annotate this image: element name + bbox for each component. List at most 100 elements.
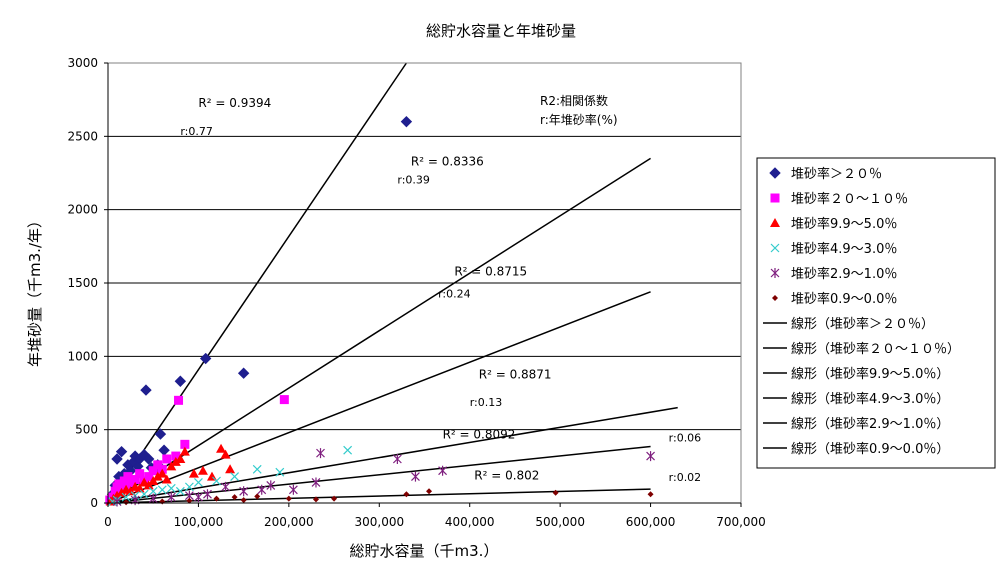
x-tick-label: 300,000 — [354, 515, 404, 529]
data-point — [142, 453, 155, 465]
series-1 — [106, 115, 413, 500]
legend-label: 堆砂率２０～１０％ — [791, 191, 908, 207]
data-point — [161, 474, 172, 484]
data-point — [184, 482, 194, 492]
legend-marker — [769, 167, 781, 179]
y-tick-label: 2500 — [67, 129, 98, 143]
data-point — [175, 454, 186, 463]
x-axis: 0 100,000 200,000 300,000 400,000 500,000 600,… — [104, 503, 766, 529]
data-point — [331, 495, 338, 502]
trendline — [107, 62, 408, 504]
data-point — [130, 475, 140, 485]
data-point — [252, 464, 262, 474]
data-point — [144, 472, 154, 482]
series-5 — [112, 448, 655, 507]
data-point — [285, 495, 292, 502]
data-point — [129, 450, 141, 462]
data-point — [194, 478, 203, 487]
data-point — [231, 494, 238, 501]
r-label: r:0.39 — [397, 173, 430, 186]
r2-label: R² = 0.802 — [474, 469, 539, 483]
data-point — [275, 467, 285, 477]
data-point — [158, 444, 170, 456]
r2-label: R² = 0.9394 — [198, 96, 271, 110]
data-point — [152, 471, 163, 481]
data-point — [254, 493, 261, 500]
r2-label: R² = 0.8092 — [443, 427, 516, 441]
data-point — [392, 454, 402, 464]
data-point — [230, 472, 240, 482]
data-point — [288, 484, 298, 495]
data-point — [121, 492, 131, 502]
data-point — [212, 476, 221, 486]
legend-label: 線形（堆砂率＞２０％） — [791, 316, 934, 332]
y-tick-label: 1500 — [67, 276, 98, 290]
data-point — [311, 477, 321, 488]
trendline — [107, 157, 651, 504]
data-point — [426, 488, 433, 495]
data-point — [126, 477, 136, 487]
data-point — [400, 115, 413, 128]
data-point — [175, 486, 185, 496]
data-point — [135, 469, 145, 479]
x-tick-label: 500,000 — [535, 515, 585, 529]
r2-label: R² = 0.8715 — [454, 265, 527, 279]
data-point — [174, 395, 184, 405]
legend: 堆砂率＞２０％ 堆砂率２０～１０％ 堆砂率9.9～5.0％ 堆砂率4.9～3.0％ 堆砂… — [756, 157, 996, 469]
data-point — [312, 496, 319, 503]
data-point — [162, 454, 172, 464]
data-point — [148, 493, 158, 504]
y-tick-label: 2000 — [67, 203, 98, 217]
x-tick-label: 0 — [104, 515, 112, 529]
legend-marker — [770, 218, 780, 227]
legend-label: 堆砂率2.9～1.0％ — [791, 266, 897, 282]
data-point — [646, 451, 655, 462]
data-point — [166, 483, 176, 493]
data-point — [180, 439, 190, 449]
data-point — [112, 496, 122, 507]
data-point — [411, 471, 420, 482]
y-tick-label: 1000 — [67, 349, 98, 363]
series-6 — [123, 488, 654, 506]
data-point — [140, 384, 152, 396]
data-point — [221, 481, 230, 492]
r2-label: R² = 0.8336 — [411, 155, 484, 169]
data-point — [115, 445, 128, 458]
series-3 — [105, 443, 236, 506]
trendline — [107, 406, 678, 504]
legend-label: 堆砂率0.9～0.0％ — [791, 291, 897, 307]
data-point — [213, 495, 220, 502]
x-tick-label: 600,000 — [626, 515, 676, 529]
r-label: r:0.13 — [470, 396, 503, 409]
data-point — [148, 486, 158, 496]
y-tick-label: 500 — [75, 423, 98, 437]
data-point — [148, 466, 158, 476]
data-point — [197, 465, 208, 475]
legend-label: 堆砂率9.9～5.0％ — [791, 216, 897, 232]
data-point — [225, 464, 236, 474]
legend-label: 線形（堆砂率0.9～0.0％） — [791, 441, 949, 457]
data-point — [343, 445, 353, 455]
data-point — [153, 460, 163, 470]
data-point — [220, 449, 231, 459]
data-point — [647, 491, 654, 498]
data-point — [186, 497, 193, 504]
grid — [108, 135, 741, 431]
legend-marker — [772, 295, 778, 301]
legend-label: 線形（堆砂率2.9～1.0％） — [791, 416, 949, 432]
data-point — [279, 395, 289, 405]
data-point — [179, 446, 190, 456]
data-point — [174, 375, 187, 387]
data-point — [552, 489, 559, 496]
legend-label: 堆砂率＞２０％ — [791, 166, 882, 182]
r-label: r:0.77 — [180, 125, 213, 138]
data-points — [105, 115, 655, 507]
chart-note: R2:相関係数 r:年堆砂率(%) — [540, 93, 618, 127]
r-label: r:0.02 — [669, 471, 702, 484]
r-label: r:0.24 — [438, 288, 471, 301]
r-label: r:0.06 — [669, 431, 702, 444]
data-point — [134, 483, 145, 493]
note-line-r: r:年堆砂率(%) — [540, 112, 618, 127]
